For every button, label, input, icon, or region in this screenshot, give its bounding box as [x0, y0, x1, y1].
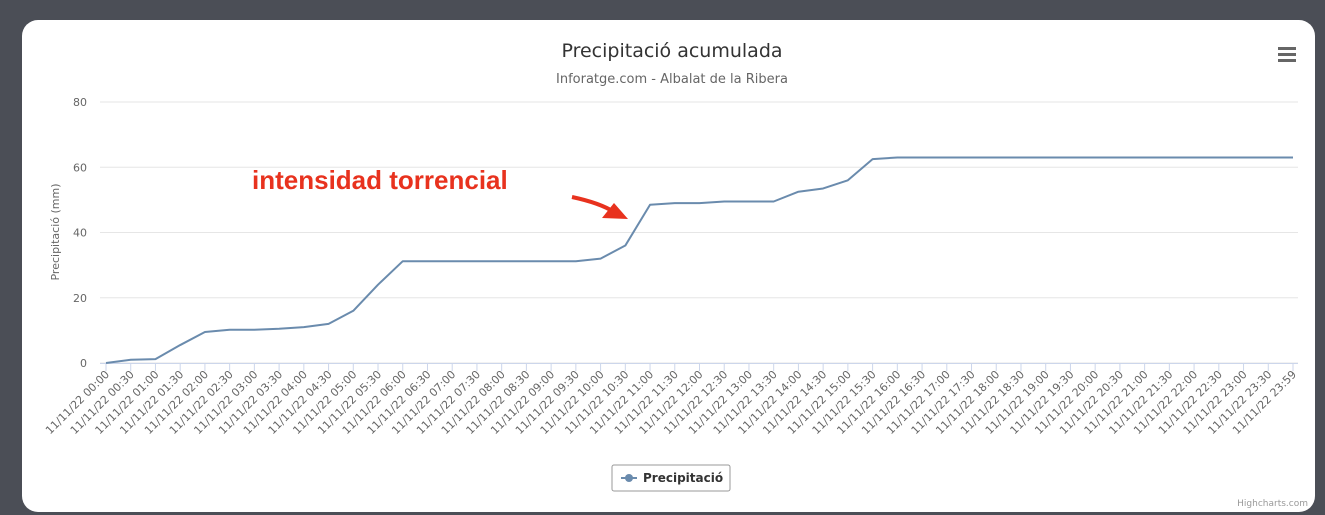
chart-subtitle: Inforatge.com - Albalat de la Ribera	[556, 72, 788, 87]
credits: Highcharts.com	[1237, 499, 1308, 509]
data-line	[105, 156, 1293, 364]
y-tick-label: 20	[73, 292, 87, 305]
annotation-arrowhead	[602, 203, 628, 219]
chart-title: Precipitació acumulada	[561, 40, 782, 62]
annotation: intensidad torrencial	[252, 165, 508, 195]
y-tick-label: 0	[80, 357, 87, 370]
annotation-arrow	[571, 195, 616, 214]
y-tick-label: 60	[73, 161, 87, 174]
menu-button[interactable]	[1278, 47, 1296, 62]
legend-box	[611, 464, 731, 492]
legend-marker	[625, 474, 633, 482]
y-tick-label: 40	[73, 227, 87, 240]
y-axis-title: Precipitació (mm)	[49, 183, 62, 280]
legend-label: Precipitació	[643, 471, 723, 485]
y-tick-label: 80	[73, 96, 87, 109]
